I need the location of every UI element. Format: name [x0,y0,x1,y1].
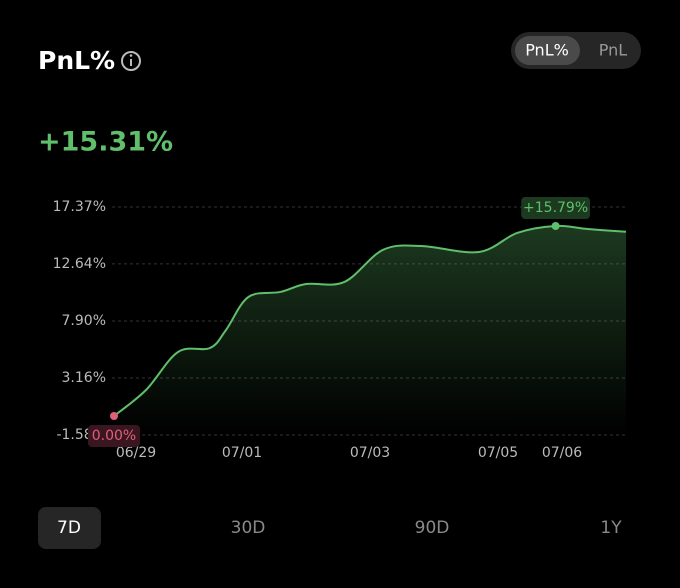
value-label-bg [88,424,140,447]
range-button[interactable]: 90D [415,518,450,538]
y-tick-label: 12.64% [53,256,106,272]
x-tick-label: 07/06 [542,445,582,461]
range-active[interactable] [38,507,101,549]
point [110,411,118,420]
title: PnL% [38,46,115,75]
y-tick-label: 3.16% [62,370,106,386]
toggle-option[interactable]: PnL% [525,41,569,60]
info-icon[interactable] [121,51,141,71]
y-tick-label: 7.90% [62,313,106,329]
value-label-bg [521,197,590,220]
range-button[interactable]: 1Y [600,518,622,538]
line [113,224,627,417]
value-label: +15.79% [523,200,588,216]
area [114,225,626,435]
x-tick-label: 07/05 [478,445,518,461]
value-label: 0.00% [92,428,136,444]
range-button[interactable]: 30D [231,518,266,538]
toggle-option[interactable]: PnL [599,41,628,60]
x-tick-label: 07/03 [350,445,390,461]
point [551,222,560,231]
x-tick-label: 07/01 [222,445,262,461]
x-tick-label: 06/29 [116,445,156,461]
toggle-active[interactable] [515,36,580,65]
y-tick-label: 17.37% [53,199,106,215]
current-value: +15.31% [38,127,173,158]
chart: 17.37%12.64%7.90%3.16%-1.58%06/29 07/01 07… [53,197,627,461]
range-button[interactable]: 7D [57,518,81,538]
